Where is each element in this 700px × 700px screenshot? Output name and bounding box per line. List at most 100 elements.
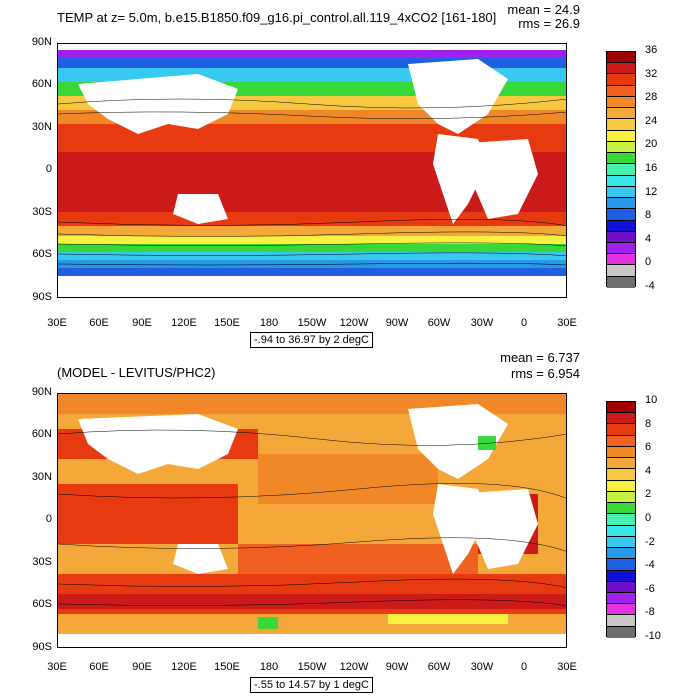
lon-label: 150E <box>214 661 240 673</box>
lon-label: 90W <box>385 661 409 673</box>
bottom-colorbar <box>606 401 636 638</box>
lat-label: 60S <box>32 598 52 610</box>
colorbar-label: -8 <box>645 606 655 619</box>
lon-label: 90E <box>132 317 152 329</box>
colorbar-label: 20 <box>645 138 658 151</box>
lon-label: 60E <box>89 317 109 329</box>
lon-label: 30E <box>47 661 67 673</box>
bottom-mean-label: mean = 6.737 <box>500 350 580 365</box>
lat-label: 90S <box>32 291 52 303</box>
colorbar-cell <box>607 85 635 97</box>
lat-label: 60S <box>32 248 52 260</box>
lat-label: 30S <box>32 206 52 218</box>
colorbar-label: 8 <box>645 417 652 430</box>
colorbar-cell <box>607 231 635 243</box>
lon-label: 90W <box>385 317 409 329</box>
top-panel: TEMP at z= 5.0m, b.e15.B1850.f09_g16.pi_… <box>31 2 658 348</box>
lon-label: 30W <box>470 317 494 329</box>
colorbar-label: -4 <box>645 280 655 292</box>
lon-label: 180 <box>259 661 279 673</box>
lat-label: 60N <box>31 78 52 90</box>
colorbar-cell <box>607 108 635 120</box>
colorbar-cell <box>607 480 635 492</box>
colorbar-label: 0 <box>645 512 652 524</box>
top-map-title: TEMP at z= 5.0m, b.e15.B1850.f09_g16.pi_… <box>57 10 497 25</box>
colorbar-label: -2 <box>645 535 655 548</box>
colorbar-cell <box>607 536 635 549</box>
lon-label: 0 <box>520 317 528 329</box>
colorbar-cell <box>607 141 635 154</box>
lon-label: 120W <box>339 317 369 329</box>
lon-label: 150W <box>297 317 327 329</box>
colorbar-label: 24 <box>645 114 658 127</box>
colorbar-cell <box>607 626 635 638</box>
lon-label: 150W <box>297 661 327 673</box>
lon-label: 0 <box>520 661 528 673</box>
top-range-label: -.94 to 36.97 by 2 degC <box>250 332 373 348</box>
lat-label: 0 <box>45 163 52 175</box>
top-map-svg <box>58 44 566 297</box>
lon-label: 60W <box>427 317 451 329</box>
colorbar-cell <box>607 198 635 210</box>
lat-label: 90N <box>31 36 52 48</box>
colorbar-cell <box>607 153 635 165</box>
lat-label: 30S <box>32 556 52 568</box>
colorbar-label: 4 <box>645 232 652 245</box>
colorbar-cell <box>607 276 635 288</box>
lat-label: 30N <box>31 471 52 483</box>
bottom-range-label: -.55 to 14.57 by 1 degC <box>250 677 373 693</box>
colorbar-cell <box>607 491 635 504</box>
bottom-map-svg <box>58 394 566 647</box>
colorbar-cell <box>607 265 635 277</box>
colorbar-cell <box>607 435 635 447</box>
colorbar-label: 10 <box>645 394 658 406</box>
colorbar-cell <box>607 254 635 266</box>
colorbar-cell <box>607 175 635 187</box>
lon-label: 30E <box>557 317 577 329</box>
lon-label: 60W <box>427 661 451 673</box>
colorbar-cell <box>607 604 635 616</box>
colorbar-cell <box>607 209 635 221</box>
lat-label: 90N <box>31 386 52 398</box>
lon-label: 30W <box>470 661 494 673</box>
colorbar-label: 36 <box>645 44 658 56</box>
colorbar-label: 6 <box>645 441 652 454</box>
colorbar-cell <box>607 514 635 526</box>
colorbar-cell <box>607 592 635 605</box>
lon-label: 120W <box>339 661 369 673</box>
colorbar-label: -4 <box>645 559 655 572</box>
lon-label: 120E <box>171 317 197 329</box>
colorbar-label: -6 <box>645 582 655 595</box>
lon-label: 150E <box>214 317 240 329</box>
lat-label: 60N <box>31 428 52 440</box>
colorbar-label: 12 <box>645 185 658 198</box>
colorbar-cell <box>607 96 635 109</box>
top-map-plot <box>57 43 567 298</box>
colorbar-cell <box>607 402 635 414</box>
colorbar-cell <box>607 186 635 199</box>
colorbar-cell <box>607 615 635 627</box>
colorbar-cell <box>607 130 635 142</box>
lat-label: 0 <box>45 513 52 525</box>
colorbar-label: 32 <box>645 67 658 80</box>
lon-label: 30E <box>47 317 67 329</box>
colorbar-cell <box>607 164 635 176</box>
bottom-rms-label: rms = 6.954 <box>510 366 580 381</box>
colorbar-cell <box>607 469 635 481</box>
lon-label: 30E <box>557 661 577 673</box>
colorbar-label: 2 <box>645 488 652 501</box>
lat-label: 90S <box>32 641 52 653</box>
top-mean-label: mean = 24.9 <box>507 2 580 17</box>
bottom-map-plot <box>57 393 567 648</box>
colorbar-cell <box>607 446 635 459</box>
colorbar-label: 28 <box>645 91 658 104</box>
top-rms-label: rms = 26.9 <box>518 16 580 31</box>
bottom-panel: (MODEL - LEVITUS/PHC2) mean = 6.737 rms … <box>0 350 700 700</box>
colorbar-cell <box>607 242 635 255</box>
lat-label: 30N <box>31 121 52 133</box>
colorbar-cell <box>607 581 635 593</box>
colorbar-label: 4 <box>645 464 652 477</box>
colorbar-label: 16 <box>645 162 658 174</box>
colorbar-cell <box>607 220 635 232</box>
colorbar-cell <box>607 559 635 571</box>
